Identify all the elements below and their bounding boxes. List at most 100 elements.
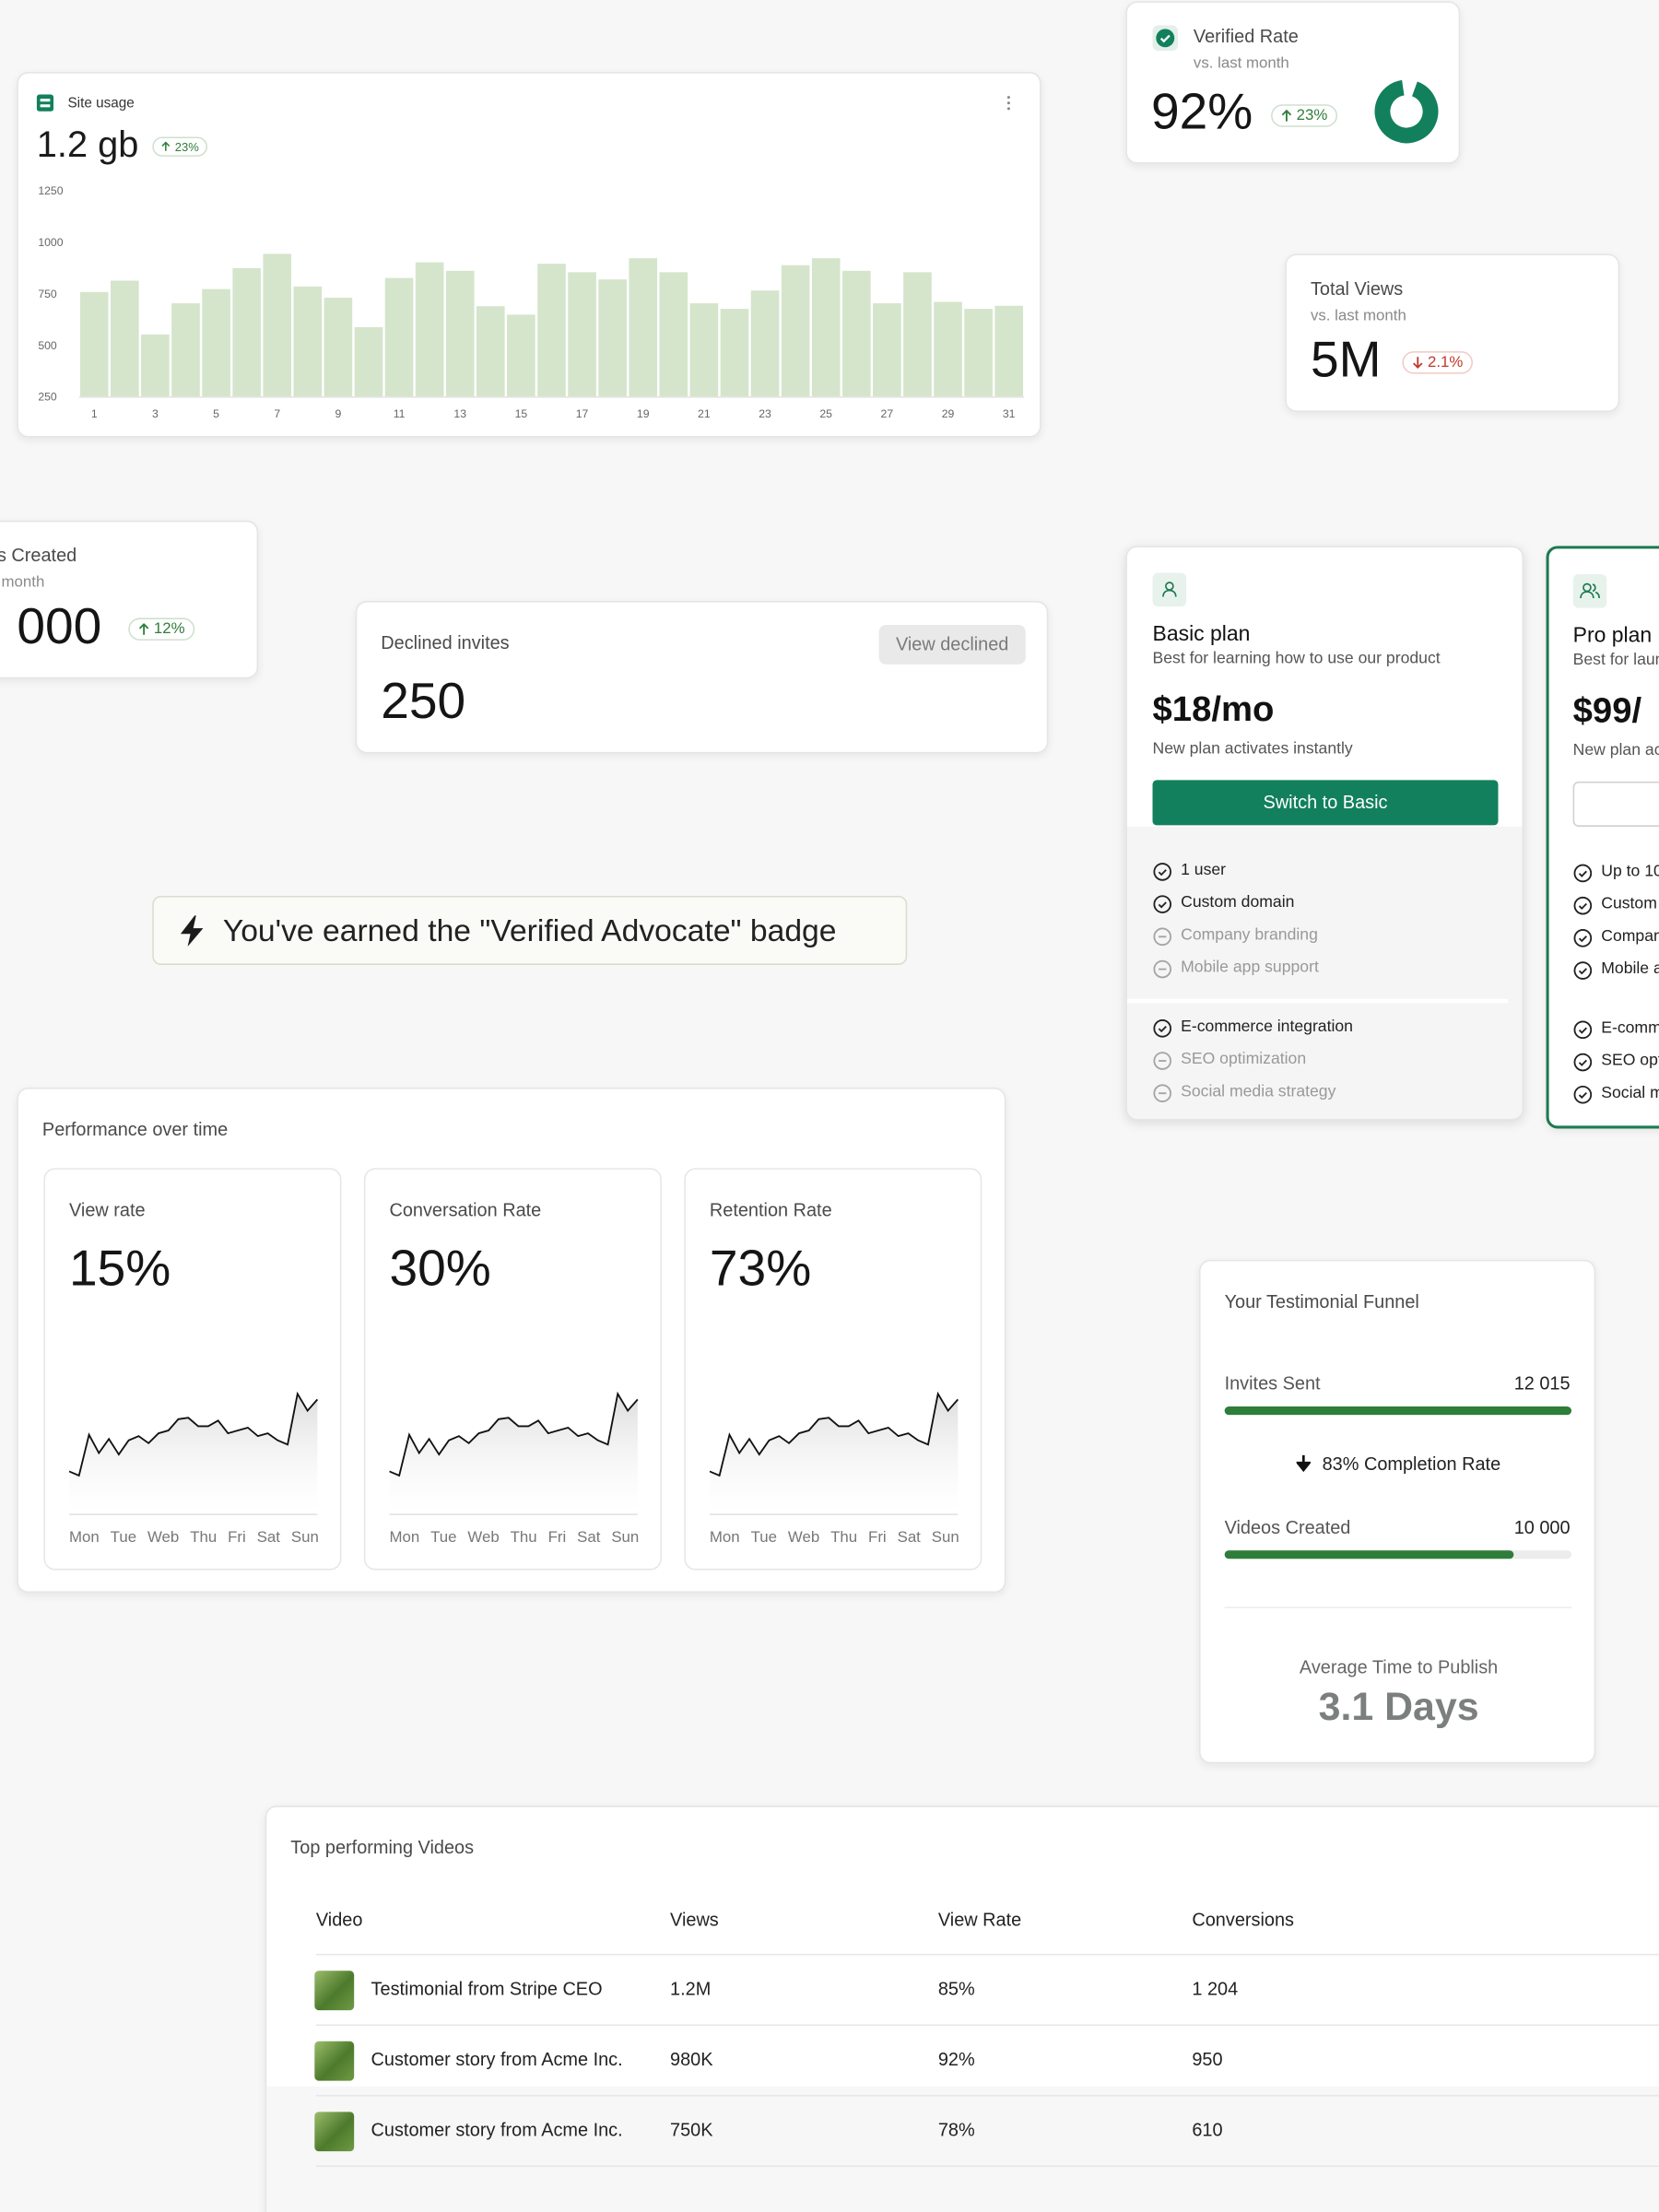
row-divider bbox=[315, 2094, 1659, 2097]
day-labels: Mon Tue Web Thu Fri Sat Sun bbox=[69, 1529, 319, 1546]
x-tick-label: Web bbox=[147, 1529, 180, 1547]
feature-icon bbox=[1153, 927, 1172, 947]
row-divider bbox=[315, 2165, 1659, 2168]
x-tick-label: 21 bbox=[698, 407, 711, 420]
column-header: Views bbox=[670, 1908, 719, 1930]
video-thumbnail bbox=[314, 1971, 355, 2011]
donut-ring bbox=[1374, 79, 1439, 144]
plan-button[interactable]: Switch to Basic bbox=[1152, 780, 1499, 826]
sparkline-chart bbox=[389, 1391, 639, 1515]
card-title: Top performing Videos bbox=[290, 1836, 475, 1858]
bar bbox=[202, 288, 230, 397]
x-tick-label: 3 bbox=[152, 407, 159, 420]
views-value: 5M bbox=[1310, 330, 1382, 388]
x-tick-label: Fri bbox=[228, 1529, 246, 1547]
bar bbox=[507, 314, 535, 397]
check-icon bbox=[1573, 929, 1593, 947]
arrow-down bbox=[1413, 357, 1423, 370]
x-tick-label: 5 bbox=[213, 407, 219, 420]
x-tick-label: 1 bbox=[91, 407, 98, 420]
check-icon bbox=[1153, 1019, 1172, 1038]
storage-icon bbox=[36, 94, 54, 112]
stage-label: Invites Sent bbox=[1224, 1372, 1321, 1394]
bar bbox=[568, 272, 596, 397]
trend-area bbox=[709, 1394, 959, 1514]
feature-icon bbox=[1153, 863, 1172, 881]
x-tick-label: Tue bbox=[750, 1529, 777, 1547]
features-separator bbox=[1126, 998, 1509, 1004]
change-text: 23% bbox=[1296, 107, 1328, 124]
feature-icon bbox=[1153, 1019, 1172, 1038]
change-badge: 2.1% bbox=[1402, 351, 1474, 374]
check-icon bbox=[1573, 961, 1593, 980]
x-tick-label: Mon bbox=[709, 1529, 740, 1547]
row-divider bbox=[315, 2024, 1659, 2026]
change-badge: 12% bbox=[128, 618, 195, 641]
bar bbox=[934, 301, 962, 397]
feature-icon bbox=[1153, 959, 1172, 979]
performance-card: Performance over time View rate 15% Mon Tue… bbox=[17, 1088, 1006, 1594]
created-value: 000 bbox=[17, 596, 102, 655]
x-tick-label: 9 bbox=[335, 407, 341, 420]
bar bbox=[232, 267, 261, 397]
check-icon bbox=[1573, 1020, 1593, 1040]
metric-value: 73% bbox=[709, 1238, 812, 1297]
check-mark bbox=[1158, 901, 1167, 909]
metric-card: Retention Rate 73% Mon Tue Web Thu Fri Sat Sun bbox=[684, 1168, 982, 1571]
plan-description: Best for laun bbox=[1572, 652, 1659, 669]
stage-value: 12 015 bbox=[1513, 1372, 1571, 1394]
day-labels: Mon Tue Web Thu Fri Sat Sun bbox=[710, 1529, 959, 1546]
feature-icon bbox=[1153, 1084, 1172, 1103]
feature-text: Custom bbox=[1601, 895, 1657, 913]
card-subtitle: vs. last month bbox=[1310, 307, 1406, 325]
completion-text: 83% Completion Rate bbox=[1322, 1453, 1501, 1475]
metric-value: 30% bbox=[389, 1238, 491, 1297]
x-tick-label: Fri bbox=[868, 1529, 887, 1547]
badge-banner: You've earned the "Verified Advocate" ba… bbox=[152, 895, 908, 965]
feature-text: 1 user bbox=[1181, 862, 1227, 879]
x-tick-label: 25 bbox=[819, 407, 832, 420]
bar bbox=[354, 327, 383, 397]
change-text: 12% bbox=[153, 620, 185, 638]
stage-value: 10 000 bbox=[1513, 1516, 1571, 1538]
feature-text: Custom domain bbox=[1181, 894, 1295, 912]
stage-label: Videos Created bbox=[1224, 1516, 1351, 1538]
row-divider bbox=[315, 1953, 1659, 1956]
x-tick-label: Mon bbox=[68, 1529, 100, 1547]
check-mark bbox=[1578, 870, 1587, 877]
features-panel bbox=[1126, 826, 1523, 1119]
check-icon bbox=[1573, 1053, 1593, 1072]
table-cell: 980K bbox=[670, 2048, 713, 2070]
feature-text: Company branding bbox=[1181, 926, 1318, 944]
column-header: Conversions bbox=[1192, 1908, 1294, 1930]
icon-body bbox=[1162, 589, 1177, 597]
card-title: Performance over time bbox=[41, 1118, 229, 1140]
bar bbox=[263, 253, 292, 397]
x-tick-label: Web bbox=[467, 1529, 500, 1547]
y-tick-label: 1000 bbox=[38, 236, 63, 249]
excluded-icon bbox=[1153, 927, 1172, 947]
total-views-card: Total Views vs. last month 5M 2.1% bbox=[1285, 253, 1620, 412]
day-labels: Mon Tue Web Thu Fri Sat Sun bbox=[389, 1529, 639, 1546]
bar bbox=[689, 303, 719, 397]
x-tick-label: 29 bbox=[942, 407, 955, 420]
pro-plan-button[interactable] bbox=[1572, 781, 1659, 827]
bar bbox=[384, 277, 414, 397]
view-declined-button[interactable]: View declined bbox=[878, 625, 1026, 665]
card-title: Your Testimonial Funnel bbox=[1224, 1290, 1419, 1312]
y-tick-label: 500 bbox=[38, 339, 57, 352]
column-header: Video bbox=[315, 1908, 363, 1930]
table-cell: 92% bbox=[937, 2048, 975, 2070]
x-tick-label: Thu bbox=[510, 1529, 537, 1547]
plan-name: Basic plan bbox=[1152, 621, 1251, 647]
check-mark bbox=[1578, 1027, 1587, 1034]
progress-bar bbox=[1224, 1550, 1513, 1559]
card-title: s Created bbox=[0, 544, 77, 566]
videos-table-card: Top performing Videos Video Views View Rat… bbox=[265, 1806, 1659, 2212]
excluded-icon bbox=[1153, 1052, 1172, 1070]
usage-value: 1.2 gb bbox=[36, 123, 139, 166]
plan-note: New plan activates instantly bbox=[1152, 740, 1353, 758]
menu-button[interactable] bbox=[1005, 95, 1013, 112]
metric-title: Retention Rate bbox=[709, 1199, 832, 1220]
